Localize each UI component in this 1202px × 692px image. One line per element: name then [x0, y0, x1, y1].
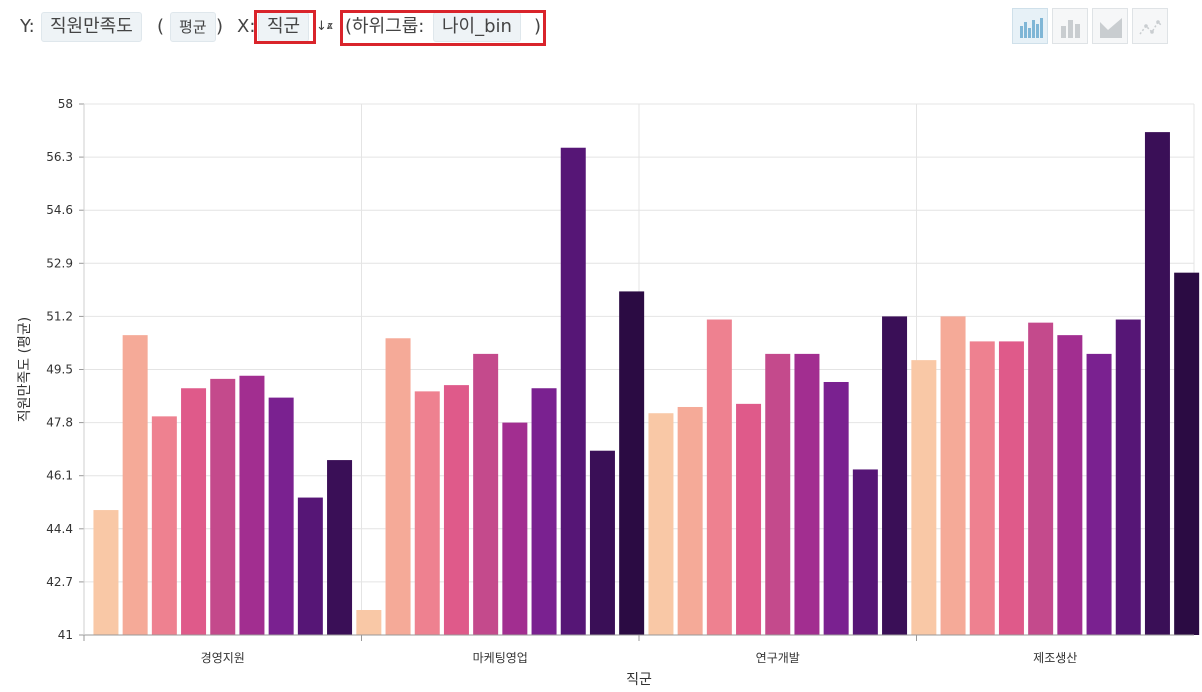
bar[interactable] — [385, 338, 411, 635]
bar[interactable] — [502, 422, 528, 635]
y-tick-label: 58 — [58, 97, 73, 111]
bar-chart-button[interactable] — [1012, 8, 1048, 44]
agg-value[interactable]: 평균 — [170, 12, 216, 42]
x-axis: 경영지원 마케팅영업 연구개발 제조생산 — [83, 634, 1194, 665]
bar[interactable] — [677, 406, 703, 635]
bar[interactable] — [356, 610, 382, 635]
subgroup-close-paren: ) — [534, 16, 542, 37]
bar[interactable] — [1174, 272, 1200, 635]
x-tick-label: 제조생산 — [1033, 651, 1077, 665]
y-tick-label: 51.2 — [46, 309, 73, 323]
bar[interactable] — [1057, 335, 1083, 635]
bar[interactable] — [239, 375, 265, 635]
agg-open-paren: ( — [157, 16, 165, 37]
subgroup-field-value[interactable]: 나이_bin — [433, 12, 521, 42]
line-chart-button[interactable] — [1132, 8, 1168, 44]
agg-select[interactable]: 평균 — [170, 12, 216, 42]
bar[interactable] — [122, 335, 148, 635]
bar[interactable] — [93, 510, 119, 635]
y-tick-label: 56.3 — [46, 150, 73, 164]
y-axis-title: 직원만족도 (평균) — [17, 317, 33, 423]
x-tick-label: 마케팅영업 — [473, 651, 528, 665]
x-axis-title: 직군 — [626, 672, 652, 688]
area-chart-button[interactable] — [1092, 8, 1128, 44]
bar[interactable] — [736, 403, 762, 635]
bar-chart: 경영지원 마케팅영업 연구개발 제조생산 41 42.7 44.4 46.1 47.8 49.5… — [17, 97, 1200, 688]
histogram-button[interactable] — [1052, 8, 1088, 44]
bar[interactable] — [531, 388, 557, 635]
bar[interactable] — [648, 413, 674, 635]
bar[interactable] — [414, 391, 440, 635]
bar[interactable] — [181, 388, 207, 635]
bar[interactable] — [560, 147, 586, 635]
y-tick-label: 49.5 — [46, 363, 73, 377]
bar[interactable] — [619, 291, 645, 635]
subgroup-prefix: (하위그룹: — [345, 16, 425, 37]
bar[interactable] — [823, 381, 849, 635]
x-field-select[interactable]: 직군 — [258, 12, 310, 42]
x-field-highlight — [254, 10, 316, 44]
bar[interactable] — [443, 385, 469, 635]
agg-close-paren: ) — [216, 16, 224, 37]
bar[interactable] — [589, 450, 615, 635]
bar[interactable] — [911, 360, 937, 635]
x-tick-label: 연구개발 — [756, 651, 800, 665]
subgroup-field-select[interactable]: 나이_bin — [433, 12, 521, 42]
bar[interactable] — [210, 378, 236, 635]
bar-chart-icon — [1020, 18, 1043, 38]
y-tick-label: 54.6 — [46, 203, 73, 217]
y-axis-label: Y: — [20, 16, 35, 37]
subgroup-highlight — [340, 10, 546, 46]
y-field-select[interactable]: 직원만족도 — [41, 12, 142, 42]
chart-toolbar: Y: 직원만족도 ( 평균 ) X: 직군 ↓AZ (하위그룹: 나이_bin … — [0, 0, 1202, 60]
bar[interactable] — [794, 353, 820, 635]
bar[interactable] — [706, 319, 732, 635]
x-tick-label: 경영지원 — [201, 651, 245, 665]
y-axis: 41 42.7 44.4 46.1 47.8 49.5 51.2 52.9 54.6 56.3 58 — [46, 97, 85, 642]
bar[interactable] — [1086, 353, 1112, 635]
y-tick-label: 46.1 — [46, 469, 73, 483]
bar[interactable] — [882, 316, 908, 635]
bar[interactable] — [998, 341, 1024, 635]
y-tick-label: 42.7 — [46, 575, 73, 589]
histogram-icon — [1061, 20, 1080, 38]
bar[interactable] — [1115, 319, 1141, 635]
y-tick-label: 52.9 — [46, 256, 73, 270]
bar[interactable] — [151, 416, 177, 635]
x-axis-label: X: — [237, 16, 256, 37]
chart-bars — [93, 132, 1200, 635]
bar[interactable] — [1144, 132, 1170, 635]
y-field-value[interactable]: 직원만족도 — [41, 12, 142, 42]
bar[interactable] — [268, 397, 294, 635]
y-tick-label: 47.8 — [46, 416, 73, 430]
bar[interactable] — [765, 353, 791, 635]
bar[interactable] — [852, 469, 878, 635]
bar[interactable] — [297, 497, 323, 635]
sort-alpha-icon[interactable]: ↓AZ — [316, 19, 333, 34]
x-field-value[interactable]: 직군 — [258, 12, 310, 42]
line-chart-icon — [1139, 20, 1163, 35]
bar[interactable] — [969, 341, 995, 635]
bar[interactable] — [1028, 322, 1054, 635]
area-chart-icon — [1100, 18, 1122, 38]
bar[interactable] — [940, 316, 966, 635]
bar[interactable] — [327, 460, 353, 635]
bar[interactable] — [473, 353, 499, 635]
y-tick-label: 41 — [58, 628, 73, 642]
y-tick-label: 44.4 — [46, 522, 73, 536]
